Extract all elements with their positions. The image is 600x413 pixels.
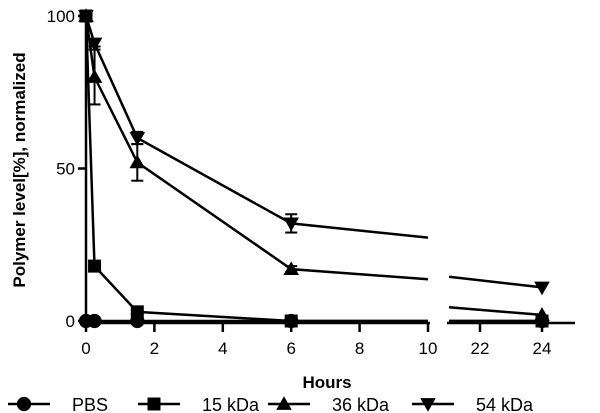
x-tick-label: 6 (286, 339, 295, 358)
data-point (129, 132, 146, 146)
legend-marker (276, 396, 292, 410)
series-4 (78, 10, 550, 296)
x-tick-label: 24 (533, 339, 552, 358)
data-point (86, 37, 103, 52)
series-line (84, 15, 543, 317)
data-point (130, 305, 144, 319)
legend: PBS 15 kDa 36 kDa 54 kDa (8, 395, 534, 413)
legend-item: 54 kDa (412, 395, 534, 413)
y-axis-title: Polymer level[%], normalized (10, 52, 29, 287)
x-tick-label: 22 (471, 339, 490, 358)
legend-label: 36 kDa (332, 395, 390, 413)
x-tick-label: 4 (218, 339, 227, 358)
x-tick-label: 8 (355, 339, 364, 358)
x-axis-title: Hours (302, 373, 351, 392)
legend-item: 15 kDa (138, 395, 260, 413)
data-point (86, 69, 103, 83)
legend-label: 15 kDa (202, 395, 260, 413)
legend-label: 54 kDa (476, 395, 534, 413)
y-tick-label: 100 (47, 7, 75, 26)
data-point (534, 307, 550, 321)
y-tick-label: 0 (66, 312, 75, 331)
legend-item: 36 kDa (268, 395, 390, 413)
data-point (534, 281, 550, 296)
series-3 (78, 8, 550, 321)
legend-marker (16, 396, 32, 412)
plot-area (78, 8, 550, 329)
series-line (84, 15, 542, 323)
data-point (87, 313, 102, 329)
x-tick-label: 0 (81, 339, 90, 358)
legend-marker (147, 397, 161, 411)
data-point (283, 217, 299, 232)
data-point (88, 259, 102, 273)
data-point (78, 10, 94, 24)
data-point (284, 314, 298, 328)
data-point (129, 154, 146, 169)
series-line (84, 15, 543, 289)
y-tick-label: 50 (56, 160, 75, 179)
x-tick-label: 10 (419, 339, 438, 358)
x-tick-label: 2 (150, 339, 159, 358)
legend-item: PBS (8, 395, 108, 413)
data-point (283, 261, 299, 275)
legend-marker (420, 398, 436, 412)
legend-label: PBS (72, 395, 108, 413)
